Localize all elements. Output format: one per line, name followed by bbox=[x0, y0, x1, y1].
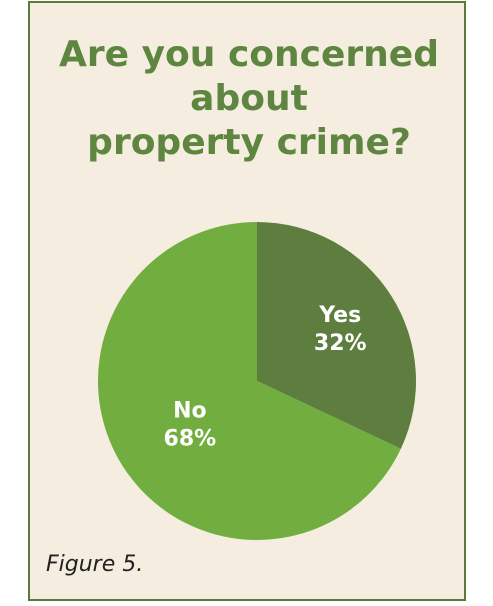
slice-label-no: No bbox=[173, 399, 207, 424]
pie-slice-yes bbox=[257, 222, 416, 449]
title-line-1: Are you concerned bbox=[59, 34, 439, 75]
title-line-2: about bbox=[190, 78, 308, 119]
slice-value-no: 68% bbox=[164, 427, 217, 452]
slice-value-yes: 32% bbox=[314, 331, 367, 356]
pie-slice-no bbox=[97, 222, 401, 540]
slice-label-yes: Yes bbox=[318, 303, 361, 328]
pie-slices bbox=[97, 222, 416, 540]
pie-labels: Yes 32% No 68% bbox=[164, 303, 367, 451]
title-line-3: property crime? bbox=[87, 122, 411, 163]
chart-title: Are you concerned about property crime? bbox=[30, 33, 468, 165]
figure-caption: Figure 5. bbox=[46, 552, 144, 577]
